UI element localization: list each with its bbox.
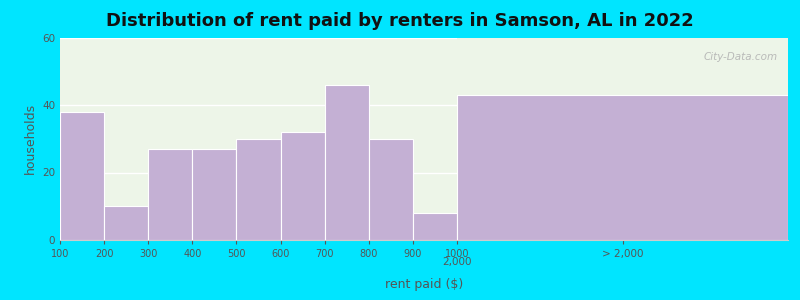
Bar	[237, 139, 281, 240]
Bar	[192, 149, 237, 240]
Bar	[325, 85, 369, 240]
Text: 2,000: 2,000	[442, 256, 472, 266]
Text: Distribution of rent paid by renters in Samson, AL in 2022: Distribution of rent paid by renters in …	[106, 12, 694, 30]
Bar	[369, 139, 413, 240]
Y-axis label: households: households	[23, 103, 37, 174]
Bar	[457, 95, 788, 240]
Bar	[457, 210, 502, 240]
Text: rent paid ($): rent paid ($)	[385, 278, 463, 291]
Bar	[60, 112, 104, 240]
Bar	[104, 206, 148, 240]
Bar	[281, 132, 325, 240]
Bar	[413, 213, 457, 240]
Text: City-Data.com: City-Data.com	[704, 52, 778, 62]
Bar	[148, 149, 192, 240]
